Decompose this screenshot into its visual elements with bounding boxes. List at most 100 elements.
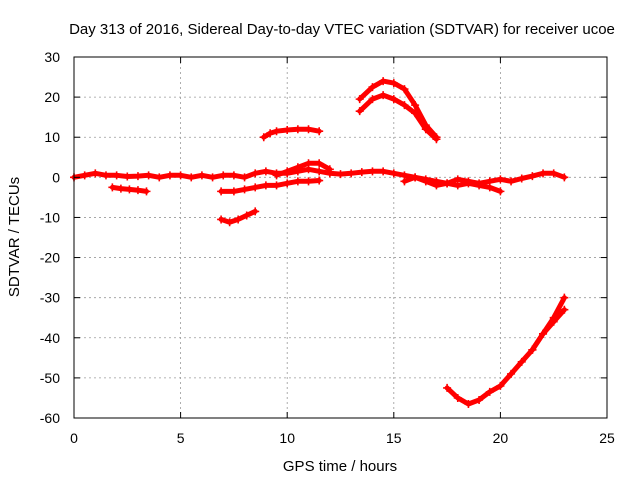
data-point (259, 133, 268, 142)
plot-frame (73, 56, 608, 419)
data-point (347, 169, 356, 178)
series-layer (70, 77, 569, 408)
tick-layer: 30 20 10 0 -10 -20 -30 -40 -50 -60 0 5 10 15 20 25 (40, 49, 615, 446)
series-s5 (259, 125, 324, 142)
y-tick-label: -60 (40, 410, 60, 426)
data-point (80, 171, 89, 180)
x-axis-label: GPS time / hours (283, 458, 397, 475)
data-point (421, 125, 430, 134)
data-point (507, 369, 516, 378)
data-point (336, 170, 345, 179)
series-line (529, 307, 567, 353)
data-point (485, 183, 494, 192)
data-point (142, 187, 151, 196)
y-tick-label: 20 (44, 89, 60, 105)
data-point (283, 179, 292, 188)
data-point (219, 171, 228, 180)
data-point (560, 305, 569, 314)
data-point (379, 91, 388, 100)
data-point (368, 83, 377, 92)
data-point (272, 181, 281, 190)
data-point (496, 187, 505, 196)
series-line (402, 174, 503, 194)
series-line (218, 178, 322, 194)
data-point (355, 95, 364, 104)
data-point (133, 186, 142, 195)
data-point (400, 177, 409, 186)
data-point (389, 79, 398, 88)
data-point (304, 177, 313, 186)
data-point (549, 169, 558, 178)
data-point (411, 173, 420, 182)
data-point (217, 215, 226, 224)
data-point (539, 329, 548, 338)
y-tick-label: 30 (44, 49, 60, 65)
data-point (283, 167, 292, 176)
data-point (453, 181, 462, 190)
data-point (240, 173, 249, 182)
y-tick-label: 0 (52, 169, 60, 185)
data-point (101, 171, 110, 180)
series-s4 (217, 176, 324, 196)
data-point (475, 395, 484, 404)
x-tick-label: 15 (386, 430, 402, 446)
data-point (485, 387, 494, 396)
data-point (251, 183, 260, 192)
data-point (517, 357, 526, 366)
data-point (389, 95, 398, 104)
data-point (112, 171, 121, 180)
y-tick-label: -30 (40, 290, 60, 306)
data-point (528, 345, 537, 354)
data-point (108, 183, 117, 192)
series-s7 (355, 77, 441, 142)
data-point (251, 169, 260, 178)
data-point (251, 207, 260, 216)
x-tick-label: 10 (279, 430, 295, 446)
data-point (261, 181, 270, 190)
x-tick-label: 0 (70, 430, 78, 446)
series-s8 (355, 91, 441, 144)
y-tick-label: -20 (40, 250, 60, 266)
series-line (357, 92, 439, 142)
data-point (432, 135, 441, 144)
data-point (411, 101, 420, 110)
data-point (357, 168, 366, 177)
data-point (304, 159, 313, 168)
data-point (293, 125, 302, 134)
data-point (315, 176, 324, 185)
data-point (242, 211, 251, 220)
data-point (464, 399, 473, 408)
data-point (517, 174, 526, 183)
y-tick-label: -10 (40, 209, 60, 225)
data-point (116, 184, 125, 193)
y-axis-label: SDTVAR / TECUs (6, 177, 23, 297)
data-point (475, 181, 484, 190)
data-point (225, 218, 234, 227)
data-point (283, 126, 292, 135)
data-point (229, 171, 238, 180)
data-point (432, 181, 441, 190)
data-point (261, 167, 270, 176)
data-point (464, 179, 473, 188)
data-point (293, 177, 302, 186)
chart-title: Day 313 of 2016, Sidereal Day-to-day VTE… (69, 21, 615, 38)
data-point (315, 167, 324, 176)
series-s3 (217, 207, 260, 227)
series-line (357, 78, 439, 140)
data-point (315, 159, 324, 168)
data-point (560, 173, 569, 182)
data-point (368, 95, 377, 104)
data-point (355, 107, 364, 116)
series-s2 (108, 183, 151, 196)
data-point (125, 185, 134, 194)
data-point (217, 187, 226, 196)
data-point (411, 109, 420, 118)
y-tick-label: -50 (40, 370, 60, 386)
series-line (444, 295, 567, 407)
data-point (315, 127, 324, 136)
data-point (400, 85, 409, 94)
series-s10 (443, 293, 569, 408)
data-point (389, 169, 398, 178)
data-point (234, 215, 243, 224)
data-point (293, 163, 302, 172)
